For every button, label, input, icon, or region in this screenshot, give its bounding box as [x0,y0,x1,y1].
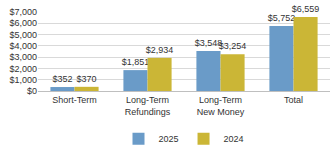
svg-text:$2,000: $2,000 [9,64,37,74]
svg-text:2025: 2025 [159,134,179,144]
svg-text:$3,000: $3,000 [9,52,37,62]
svg-text:$7,000: $7,000 [9,7,37,17]
svg-text:Long-TermRefundings: Long-TermRefundings [125,95,171,117]
svg-text:$3,254: $3,254 [219,41,247,51]
svg-text:Total: Total [284,95,303,105]
svg-text:$5,752: $5,752 [268,13,296,23]
svg-text:Short-Term: Short-Term [52,95,97,105]
svg-text:Long-TermNew Money: Long-TermNew Money [197,95,245,117]
svg-text:$4,000: $4,000 [9,41,37,51]
svg-text:$6,559: $6,559 [292,4,320,14]
svg-text:$1,000: $1,000 [9,75,37,85]
svg-text:$5,000: $5,000 [9,30,37,40]
svg-text:$0: $0 [27,86,37,96]
svg-text:2024: 2024 [224,134,244,144]
svg-text:$1,851: $1,851 [122,57,150,67]
svg-text:$2,934: $2,934 [146,45,174,55]
svg-text:$6,000: $6,000 [9,18,37,28]
svg-text:$3,548: $3,548 [195,38,223,48]
svg-text:$352: $352 [52,74,72,84]
svg-text:$370: $370 [77,74,97,84]
